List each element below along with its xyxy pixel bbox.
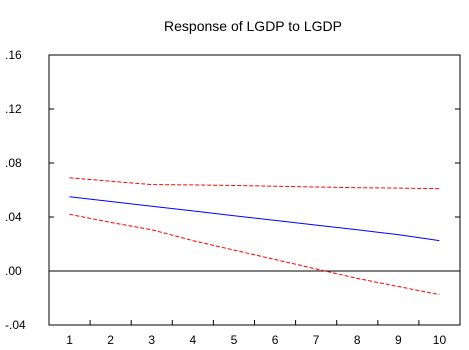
y-tick-label: .12 bbox=[5, 102, 22, 116]
y-tick-label: .16 bbox=[5, 48, 22, 62]
y-axis: -.04 .00 .04 .08 .12 .16 bbox=[5, 48, 460, 332]
plot-frame bbox=[48, 54, 461, 326]
chart-title: Response of LGDP to LGDP bbox=[164, 18, 342, 34]
y-tick-label: .00 bbox=[5, 264, 22, 278]
x-tick-label: 6 bbox=[272, 333, 279, 347]
series-line-lower bbox=[69, 213, 440, 296]
y-tick-label: -.04 bbox=[5, 318, 26, 332]
x-tick-label: 3 bbox=[148, 333, 155, 347]
x-tick-label: 9 bbox=[395, 333, 402, 347]
x-tick-label: 5 bbox=[231, 333, 238, 347]
y-tick-label: .04 bbox=[5, 210, 22, 224]
x-tick-label: 1 bbox=[66, 333, 73, 347]
x-tick-label: 7 bbox=[313, 333, 320, 347]
series-line-response bbox=[69, 196, 440, 242]
series-line-upper bbox=[69, 177, 440, 190]
x-tick-label: 10 bbox=[433, 333, 447, 347]
x-tick-label: 2 bbox=[107, 333, 114, 347]
series-layer bbox=[69, 177, 440, 296]
y-tick-label: .08 bbox=[5, 156, 22, 170]
x-tick-label: 8 bbox=[354, 333, 361, 347]
x-axis: 1 2 3 4 5 6 7 8 9 10 bbox=[66, 320, 446, 347]
x-tick-label: 4 bbox=[190, 333, 197, 347]
